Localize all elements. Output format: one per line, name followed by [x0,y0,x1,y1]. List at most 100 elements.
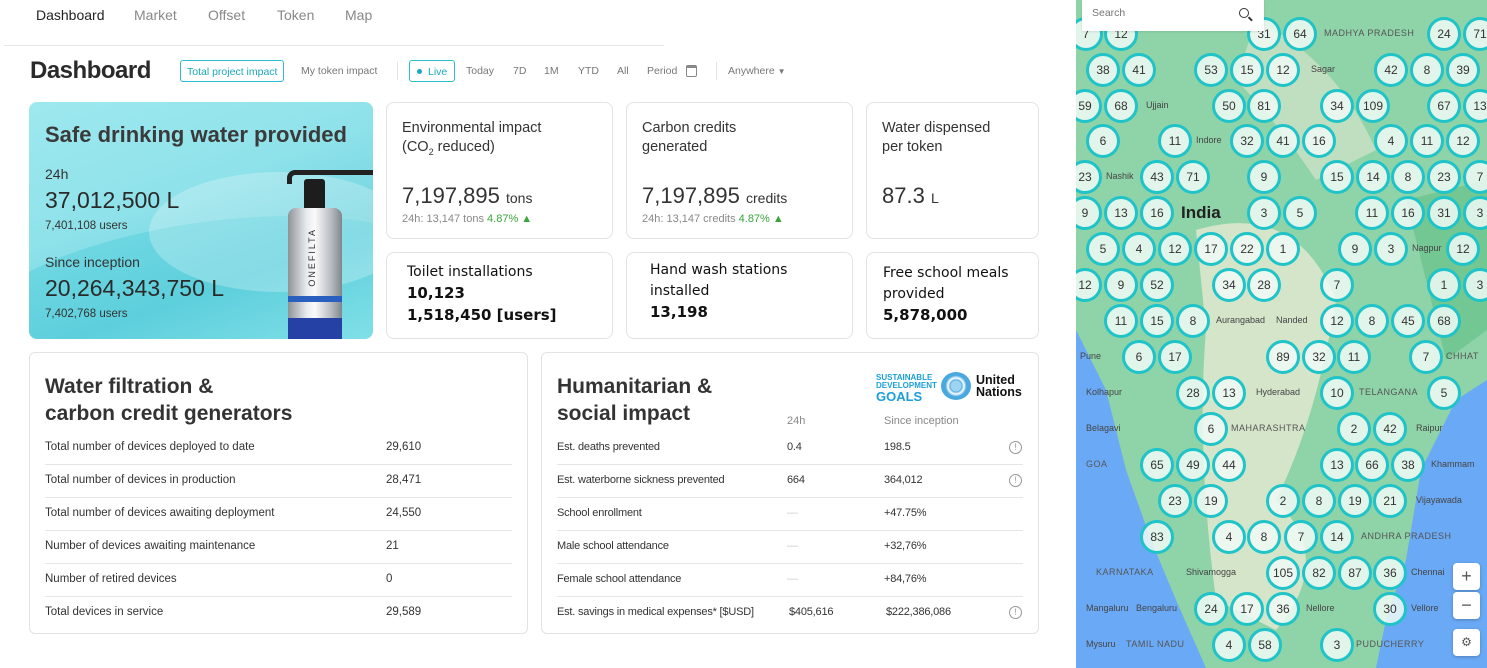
map-cluster-marker[interactable]: 23 [1076,160,1102,194]
map-cluster-marker[interactable]: 50 [1212,89,1246,123]
map-cluster-marker[interactable]: 7 [1409,340,1443,374]
info-icon[interactable]: ! [1009,474,1022,487]
map-cluster-marker[interactable]: 10 [1320,376,1354,410]
map-cluster-marker[interactable]: 4 [1212,520,1246,554]
map-cluster-marker[interactable]: 3 [1320,628,1354,662]
map-cluster-marker[interactable]: 16 [1302,124,1336,158]
map-search-input[interactable] [1092,6,1232,20]
map-cluster-marker[interactable]: 34 [1320,89,1354,123]
map-cluster-marker[interactable]: 8 [1302,484,1336,518]
period-ytd[interactable]: YTD [578,65,599,77]
map-cluster-marker[interactable]: 109 [1356,89,1390,123]
map-cluster-marker[interactable]: 7 [1463,160,1487,194]
map-cluster-marker[interactable]: 71 [1463,17,1487,51]
map-cluster-marker[interactable]: 45 [1391,304,1425,338]
map-cluster-marker[interactable]: 42 [1374,53,1408,87]
my-token-impact-toggle[interactable]: My token impact [301,65,378,77]
map-cluster-marker[interactable]: 43 [1140,160,1174,194]
map-cluster-marker[interactable]: 81 [1247,89,1281,123]
map-cluster-marker[interactable]: 1 [1266,232,1300,266]
map-cluster-marker[interactable]: 32 [1230,124,1264,158]
map-cluster-marker[interactable]: 3 [1374,232,1408,266]
period-1m[interactable]: 1M [544,65,559,77]
map-cluster-marker[interactable]: 8 [1176,304,1210,338]
map-cluster-marker[interactable]: 12 [1266,53,1300,87]
map-cluster-marker[interactable]: 19 [1194,484,1228,518]
map-cluster-marker[interactable]: 17 [1230,592,1264,626]
map-cluster-marker[interactable]: 16 [1140,196,1174,230]
map-filter-settings-button[interactable]: ⚙ [1453,629,1480,656]
map-cluster-marker[interactable]: 5 [1283,196,1317,230]
map-cluster-marker[interactable]: 4 [1122,232,1156,266]
map-cluster-marker[interactable]: 28 [1176,376,1210,410]
map-cluster-marker[interactable]: 36 [1373,556,1407,590]
map-cluster-marker[interactable]: 49 [1176,448,1210,482]
map-cluster-marker[interactable]: 21 [1373,484,1407,518]
map-cluster-marker[interactable]: 11 [1410,124,1444,158]
map-cluster-marker[interactable]: 38 [1391,448,1425,482]
map-cluster-marker[interactable]: 16 [1391,196,1425,230]
map-cluster-marker[interactable]: 12 [1446,232,1480,266]
map-cluster-marker[interactable]: 15 [1230,53,1264,87]
map-cluster-marker[interactable]: 105 [1266,556,1300,590]
map-cluster-marker[interactable]: 41 [1266,124,1300,158]
map-cluster-marker[interactable]: 34 [1212,268,1246,302]
map-cluster-marker[interactable]: 36 [1266,592,1300,626]
map-cluster-marker[interactable]: 64 [1283,17,1317,51]
map-cluster-marker[interactable]: 52 [1140,268,1174,302]
map-cluster-marker[interactable]: 5 [1086,232,1120,266]
map-view[interactable]: Sagar Ujjain Indore MADHYA PRADESH India CHHA… [1076,0,1487,668]
map-cluster-marker[interactable]: 19 [1338,484,1372,518]
map-cluster-marker[interactable]: 3 [1247,196,1281,230]
map-cluster-marker[interactable]: 11 [1104,304,1138,338]
map-cluster-marker[interactable]: 44 [1212,448,1246,482]
map-cluster-marker[interactable]: 2 [1266,484,1300,518]
map-cluster-marker[interactable]: 9 [1338,232,1372,266]
map-cluster-marker[interactable]: 59 [1076,89,1102,123]
map-search[interactable] [1082,0,1264,31]
period-today[interactable]: Today [466,65,495,77]
map-cluster-marker[interactable]: 17 [1194,232,1228,266]
map-cluster-marker[interactable]: 6 [1194,412,1228,446]
map-cluster-marker[interactable]: 15 [1140,304,1174,338]
map-cluster-marker[interactable]: 83 [1140,520,1174,554]
map-cluster-marker[interactable]: 67 [1427,89,1461,123]
map-cluster-marker[interactable]: 41 [1122,53,1156,87]
location-dropdown[interactable]: Anywhere ▼ [728,60,786,82]
map-cluster-marker[interactable]: 6 [1086,124,1120,158]
period-all[interactable]: All [617,65,629,77]
map-cluster-marker[interactable]: 24 [1427,17,1461,51]
tab-dashboard[interactable]: Dashboard [36,7,105,23]
map-cluster-marker[interactable]: 14 [1356,160,1390,194]
map-cluster-marker[interactable]: 30 [1373,592,1407,626]
map-cluster-marker[interactable]: 9 [1247,160,1281,194]
info-icon[interactable]: ! [1009,606,1022,619]
zoom-in-button[interactable]: + [1453,563,1480,590]
map-cluster-marker[interactable]: 38 [1086,53,1120,87]
map-cluster-marker[interactable]: 58 [1248,628,1282,662]
zoom-out-button[interactable]: − [1453,592,1480,619]
period-7d[interactable]: 7D [513,65,527,77]
map-cluster-marker[interactable]: 9 [1104,268,1138,302]
map-cluster-marker[interactable]: 3 [1463,268,1487,302]
map-cluster-marker[interactable]: 4 [1212,628,1246,662]
map-cluster-marker[interactable]: 8 [1247,520,1281,554]
map-cluster-marker[interactable]: 17 [1158,340,1192,374]
map-cluster-marker[interactable]: 22 [1230,232,1264,266]
map-cluster-marker[interactable]: 82 [1302,556,1336,590]
map-cluster-marker[interactable]: 12 [1158,232,1192,266]
info-icon[interactable]: ! [1009,441,1022,454]
total-project-impact-toggle[interactable]: Total project impact [180,60,285,82]
map-cluster-marker[interactable]: 13 [1104,196,1138,230]
map-cluster-marker[interactable]: 3 [1463,196,1487,230]
map-cluster-marker[interactable]: 13 [1212,376,1246,410]
map-cluster-marker[interactable]: 12 [1076,268,1102,302]
map-cluster-marker[interactable]: 68 [1427,304,1461,338]
map-cluster-marker[interactable]: 23 [1158,484,1192,518]
map-cluster-marker[interactable]: 8 [1410,53,1444,87]
search-icon[interactable] [1239,8,1249,18]
map-cluster-marker[interactable]: 8 [1391,160,1425,194]
map-cluster-marker[interactable]: 8 [1355,304,1389,338]
map-cluster-marker[interactable]: 68 [1104,89,1138,123]
map-cluster-marker[interactable]: 53 [1194,53,1228,87]
